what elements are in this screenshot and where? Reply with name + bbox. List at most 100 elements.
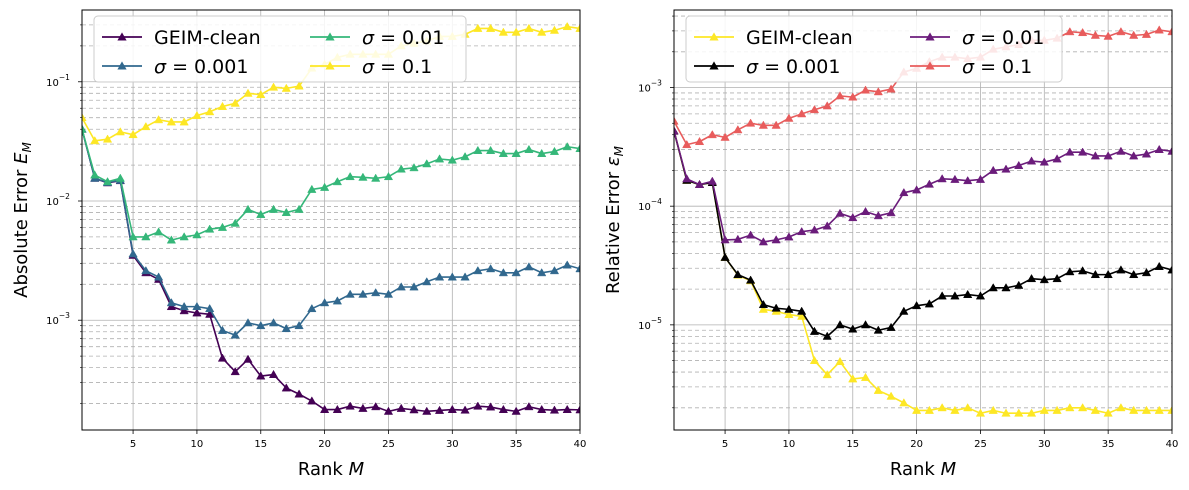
data-point <box>809 355 820 364</box>
series-line-0 <box>674 130 1172 415</box>
legend-box <box>685 15 1063 83</box>
data-point <box>720 132 730 141</box>
data-point <box>1167 405 1172 414</box>
series-line-2 <box>674 130 1172 243</box>
data-point <box>784 309 794 319</box>
data-point <box>1039 275 1049 284</box>
data-point <box>1167 265 1172 274</box>
x-tick-label: 20 <box>318 439 331 450</box>
data-point <box>179 306 189 315</box>
data-point <box>835 356 845 366</box>
data-point <box>1065 267 1075 276</box>
data-point <box>294 389 304 398</box>
data-point <box>809 105 820 114</box>
data-point <box>886 322 896 331</box>
data-point <box>1103 31 1113 40</box>
series-line-2 <box>82 129 580 241</box>
x-tick-label: 40 <box>574 439 587 450</box>
data-point <box>1014 408 1024 417</box>
data-point <box>434 154 445 163</box>
data-point <box>434 272 445 281</box>
legend-label: σ = 0.01 <box>962 27 1044 49</box>
data-point <box>1077 266 1088 275</box>
data-point <box>511 268 521 277</box>
data-point <box>409 163 419 172</box>
data-point <box>1116 27 1126 36</box>
data-point <box>422 406 432 415</box>
data-point <box>281 383 291 392</box>
data-point <box>771 303 781 312</box>
data-point <box>963 175 973 185</box>
legend-label: σ = 0.001 <box>154 56 248 78</box>
data-point <box>1154 405 1164 414</box>
data-point <box>809 326 820 335</box>
x-tick-label: 5 <box>722 439 728 450</box>
data-point <box>524 23 534 32</box>
data-point <box>82 124 87 133</box>
data-point <box>758 299 769 309</box>
data-point <box>1141 268 1152 277</box>
data-point <box>243 88 253 97</box>
data-point <box>192 110 202 120</box>
data-point <box>674 126 679 135</box>
legend-entry: GEIM-clean <box>102 27 261 49</box>
data-point <box>294 320 304 330</box>
data-point <box>720 252 730 261</box>
data-point <box>217 101 228 110</box>
x-tick-label: 30 <box>446 439 459 450</box>
legend-entry: σ = 0.1 <box>310 56 432 78</box>
data-point <box>447 404 457 413</box>
data-point <box>268 318 279 327</box>
data-point <box>1014 280 1024 289</box>
data-point <box>243 354 253 363</box>
data-point <box>460 152 470 161</box>
data-point <box>217 222 228 231</box>
data-point <box>1129 405 1139 414</box>
data-point <box>217 353 228 362</box>
data-point <box>345 171 355 181</box>
data-point <box>1065 147 1075 156</box>
legend-label: σ = 0.1 <box>962 56 1032 78</box>
data-point <box>153 227 164 236</box>
data-point <box>460 272 470 281</box>
legend-swatch-marker <box>925 32 935 41</box>
data-point <box>409 405 419 414</box>
data-point <box>835 91 845 100</box>
x-tick-label: 15 <box>254 439 267 450</box>
data-point <box>784 113 794 122</box>
data-point <box>886 391 896 400</box>
data-point <box>205 303 215 313</box>
data-point <box>294 204 304 213</box>
data-point <box>230 366 240 376</box>
data-point <box>268 204 279 213</box>
data-point <box>733 269 743 279</box>
data-point <box>332 177 343 186</box>
data-point <box>256 371 266 380</box>
data-point <box>268 369 279 378</box>
x-axis-label: Rank M <box>298 459 365 480</box>
data-point <box>102 134 113 143</box>
data-point <box>1026 156 1037 165</box>
data-point <box>848 324 858 333</box>
data-point <box>720 235 730 244</box>
data-point <box>128 129 138 139</box>
data-point <box>281 323 291 333</box>
data-point <box>90 136 100 145</box>
y-tick-label: 10−3 <box>638 79 662 95</box>
data-point <box>358 403 368 412</box>
data-point <box>511 406 521 415</box>
data-point <box>153 272 164 281</box>
data-point <box>873 385 883 394</box>
data-point <box>988 405 998 414</box>
data-point <box>179 117 189 126</box>
y-ticks: 10−3 10−2 10−1 <box>46 24 82 404</box>
data-point <box>192 230 202 239</box>
data-point <box>447 272 457 281</box>
data-point <box>90 170 100 179</box>
legend-label: GEIM-clean <box>746 27 853 49</box>
y-tick-label: 10−1 <box>46 73 70 89</box>
grid <box>674 10 1173 430</box>
data-point <box>822 101 832 110</box>
data-point <box>1026 408 1037 417</box>
data-point <box>1167 146 1172 155</box>
